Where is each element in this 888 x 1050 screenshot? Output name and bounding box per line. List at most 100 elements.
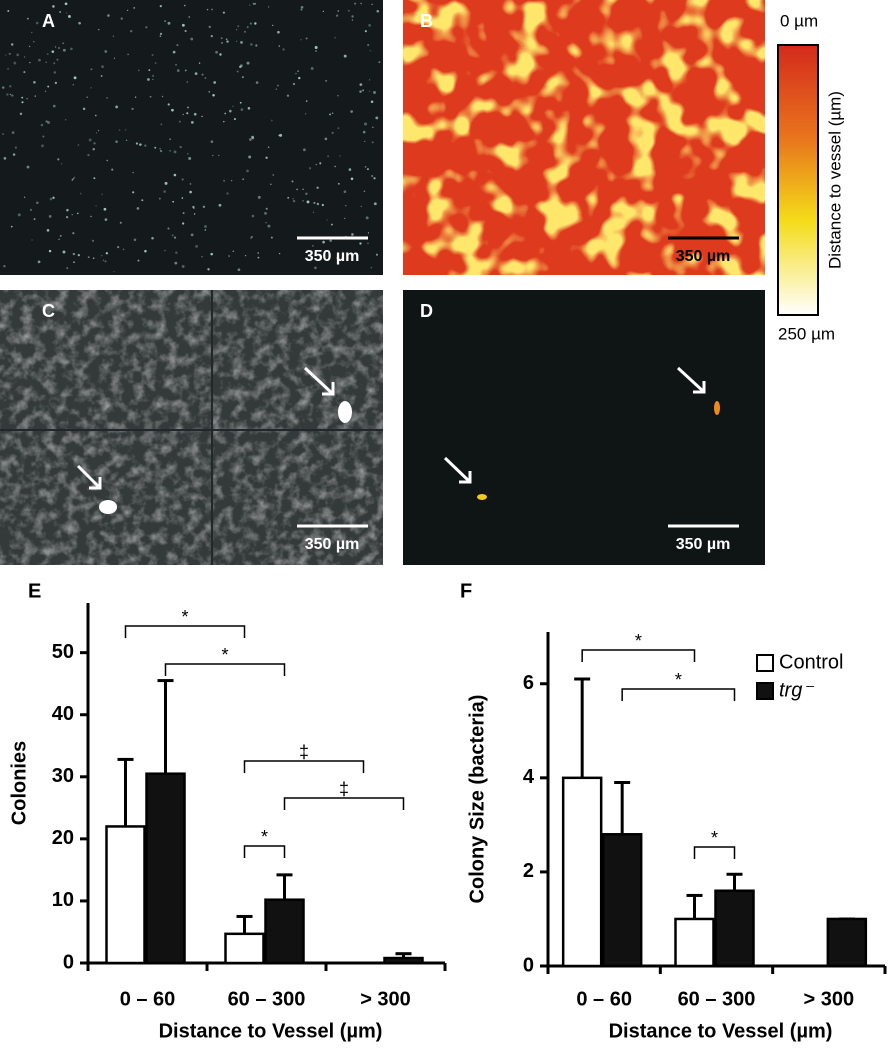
x-tick-label: 0 – 60	[576, 988, 632, 1010]
speck	[134, 96, 137, 98]
speck	[21, 96, 24, 99]
speck	[95, 132, 98, 134]
speck	[73, 76, 77, 80]
speck	[224, 112, 227, 115]
speck	[47, 85, 50, 88]
y-tick-label: 4	[523, 766, 535, 788]
speck	[7, 68, 9, 70]
speck	[122, 248, 125, 251]
legend-swatch	[756, 682, 774, 700]
speck	[212, 93, 215, 97]
speck	[72, 177, 75, 180]
speck	[190, 121, 194, 124]
speck	[64, 2, 68, 6]
bar	[105, 825, 146, 965]
speck	[344, 217, 346, 220]
speck	[164, 181, 168, 185]
speck	[182, 222, 185, 225]
speck	[65, 216, 69, 219]
speck	[265, 156, 268, 159]
significance-label: *	[675, 670, 682, 690]
y-tick-label: 50	[52, 641, 74, 663]
speck	[45, 120, 48, 123]
speck	[46, 53, 49, 55]
x-tick-label: 60 – 300	[678, 988, 756, 1010]
speck	[189, 183, 192, 185]
speck	[372, 126, 374, 128]
speck	[26, 97, 28, 100]
speck	[176, 44, 179, 47]
panel-label: C	[42, 301, 55, 321]
speck	[277, 84, 279, 87]
speck	[305, 37, 308, 40]
speck	[368, 90, 371, 93]
speck	[100, 75, 103, 77]
speck	[72, 84, 74, 86]
speck	[52, 196, 55, 199]
legend-swatch	[756, 654, 774, 672]
speck	[94, 114, 97, 117]
speck	[267, 146, 270, 148]
speck	[164, 20, 166, 22]
speck	[247, 107, 251, 110]
speck	[275, 88, 277, 90]
speck	[211, 8, 213, 11]
speck	[129, 29, 133, 33]
speck	[186, 81, 188, 83]
y-tick-label: 2	[523, 860, 534, 882]
speck	[304, 113, 307, 115]
speck	[181, 197, 184, 199]
speck	[104, 260, 107, 263]
speck	[270, 119, 273, 122]
speck	[267, 224, 271, 228]
speck	[48, 249, 52, 253]
speck	[176, 69, 180, 72]
speck	[329, 113, 331, 116]
significance-label: *	[711, 828, 718, 848]
bar	[561, 776, 603, 968]
speck	[79, 192, 82, 195]
speck	[246, 169, 249, 173]
y-tick-label: 6	[523, 672, 534, 694]
speck	[175, 251, 178, 254]
significance-label: *	[261, 827, 268, 847]
scale-bar-label: 350 µm	[676, 248, 731, 265]
scale-bar-label: 350 µm	[676, 536, 731, 553]
speck	[31, 239, 33, 241]
speck	[241, 76, 244, 79]
speck	[331, 131, 334, 135]
speck	[313, 201, 316, 204]
speck	[220, 37, 223, 40]
speck	[251, 135, 254, 139]
speck	[186, 112, 189, 115]
speck	[335, 14, 339, 17]
speck	[47, 121, 50, 124]
speck	[265, 221, 267, 224]
bar	[383, 956, 424, 965]
panel-label: B	[420, 11, 433, 31]
speck	[148, 69, 151, 72]
speck	[315, 163, 317, 166]
speck	[371, 3, 373, 6]
colorbar-label: 0 µm	[780, 11, 818, 30]
speck	[310, 67, 314, 70]
speck	[54, 46, 57, 48]
speck	[363, 190, 366, 193]
speck	[90, 87, 92, 89]
x-axis-title: Distance to Vessel (µm)	[609, 1020, 833, 1042]
speck	[113, 57, 116, 59]
speck	[369, 50, 372, 52]
significance-label: *	[635, 631, 642, 651]
speck	[373, 202, 377, 206]
speck	[366, 168, 369, 171]
speck	[376, 9, 380, 13]
speck	[179, 145, 182, 149]
speck	[351, 15, 354, 18]
speck	[257, 256, 260, 259]
speck	[159, 149, 163, 153]
bar	[601, 833, 643, 968]
speck	[193, 112, 197, 116]
speck	[37, 260, 41, 264]
speck	[65, 12, 68, 14]
speck	[171, 234, 174, 237]
